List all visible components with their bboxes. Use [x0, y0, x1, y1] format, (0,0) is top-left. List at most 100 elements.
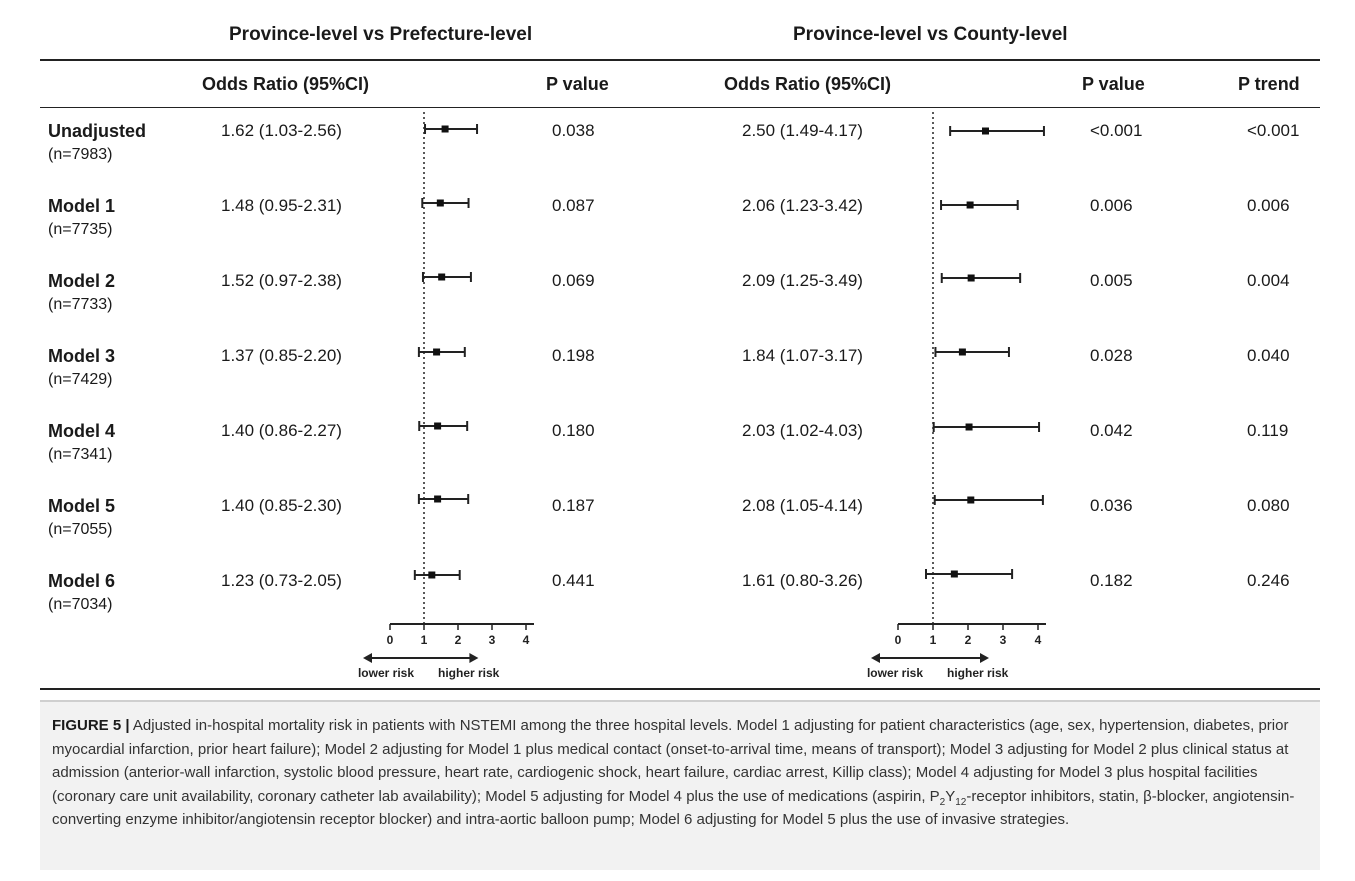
- figure-bottom-rule: [40, 688, 1320, 690]
- x-tick-label: 4: [1035, 633, 1042, 647]
- panel-2-ptrend-value: 0.119: [1247, 421, 1289, 440]
- x-tick-label: 3: [1000, 633, 1007, 647]
- x-tick-label: 1: [421, 633, 428, 647]
- panel-2-or-value: 1.84 (1.07-3.17): [742, 346, 863, 365]
- panel-1-or-value: 1.40 (0.86-2.27): [221, 421, 342, 440]
- panel-2-p-value: 0.006: [1090, 196, 1133, 215]
- row-n: (n=7034): [48, 596, 113, 613]
- x-tick-label: 4: [523, 633, 530, 647]
- panel-2-p-value: 0.036: [1090, 496, 1133, 515]
- panel-1-or-value: 1.52 (0.97-2.38): [221, 271, 342, 290]
- panel-2-p-value: 0.042: [1090, 421, 1133, 440]
- row-label: Model 3: [48, 346, 116, 366]
- point-estimate: [966, 201, 974, 209]
- point-estimate: [434, 495, 442, 503]
- table-row: Model 5 (n=7055) 1.40 (0.85-2.30) 0.187 2.08…: [0, 496, 1355, 556]
- row-n: (n=7733): [48, 296, 113, 313]
- panel-1-or-value: 1.23 (0.73-2.05): [221, 571, 342, 590]
- point-estimate: [965, 423, 973, 431]
- panel-1-p-value: 0.087: [552, 196, 595, 215]
- table-row: Model 4 (n=7341) 1.40 (0.86-2.27) 0.180 2.03…: [0, 421, 1355, 481]
- x-tick-label: 0: [895, 633, 902, 647]
- panel-1-p-value: 0.180: [552, 421, 595, 440]
- table-row: Model 1 (n=7735) 1.48 (0.95-2.31) 0.087 2.06…: [0, 196, 1355, 256]
- row-n: (n=7429): [48, 371, 113, 388]
- panel-1-p-value: 0.069: [552, 271, 595, 290]
- point-estimate: [438, 273, 446, 281]
- row-n: (n=7055): [48, 521, 113, 538]
- row-n: (n=7735): [48, 221, 113, 238]
- row-label: Unadjusted: [48, 121, 147, 141]
- row-label: Model 6: [48, 571, 116, 591]
- panel-1-p-value: 0.441: [552, 571, 595, 590]
- table-row: Model 3 (n=7429) 1.37 (0.85-2.20) 0.198 1.84…: [0, 346, 1355, 406]
- panel-2-ptrend-header: P trend: [1238, 74, 1300, 94]
- x-tick-label: 1: [930, 633, 937, 647]
- panel-2-or-value: 2.03 (1.02-4.03): [742, 421, 863, 440]
- table-row: Model 6 (n=7034) 1.23 (0.73-2.05) 0.441 1.61…: [0, 571, 1355, 631]
- panel-1-p-value: 0.038: [552, 121, 595, 140]
- higher-risk-label: higher risk: [438, 666, 500, 680]
- panel-2-p-header: P value: [1082, 74, 1145, 94]
- panel-2-or-value: 2.50 (1.49-4.17): [742, 121, 863, 140]
- lower-risk-label: lower risk: [358, 666, 414, 680]
- panel-2-p-value: 0.005: [1090, 271, 1133, 290]
- x-tick-label: 0: [387, 633, 394, 647]
- row-n: (n=7341): [48, 446, 113, 463]
- caption-text-1: Adjusted in-hospital mortality risk in p…: [52, 717, 1289, 805]
- caption-text-2: Y: [945, 787, 956, 805]
- panel-1-p-value: 0.187: [552, 496, 595, 515]
- panel-1-or-value: 1.62 (1.03-2.56): [221, 121, 342, 140]
- panel-2-or-header: Odds Ratio (95%CI): [724, 74, 892, 94]
- lower-risk-label: lower risk: [867, 666, 923, 680]
- panel-2-p-value: <0.001: [1090, 121, 1143, 140]
- caption-sub-1: 2: [939, 796, 946, 808]
- risk-arrow-left-head: [363, 653, 372, 663]
- point-estimate: [958, 348, 966, 356]
- panel-2-or-value: 2.06 (1.23-3.42): [742, 196, 863, 215]
- row-label: Model 4: [48, 421, 116, 441]
- header-rule-top: [40, 59, 1320, 61]
- panel-2-or-value: 2.09 (1.25-3.49): [742, 271, 863, 290]
- panel-2-ptrend-value: 0.006: [1247, 196, 1290, 215]
- row-label: Model 2: [48, 271, 116, 291]
- panel-1-p-header: P value: [546, 74, 609, 94]
- panel-2-or-value: 2.08 (1.05-4.14): [742, 496, 863, 515]
- panel-2-ptrend-value: <0.001: [1247, 121, 1300, 140]
- panel-1-or-value: 1.40 (0.85-2.30): [221, 496, 342, 515]
- x-tick-label: 2: [965, 633, 972, 647]
- point-estimate: [434, 422, 442, 430]
- point-estimate: [982, 127, 989, 135]
- panel-2-ptrend-value: 0.040: [1247, 346, 1290, 365]
- point-estimate: [441, 125, 449, 133]
- panel-2-ptrend-value: 0.004: [1247, 271, 1290, 290]
- risk-arrow-right-head: [469, 653, 479, 663]
- point-estimate: [428, 571, 436, 579]
- forest-plot-figure: Province-level vs Prefecture-level Provi…: [0, 24, 1355, 690]
- panel-1-or-value: 1.37 (0.85-2.20): [221, 346, 342, 365]
- table-row: Unadjusted (n=7983) 1.62 (1.03-2.56) 0.038 2…: [0, 121, 1355, 181]
- panel-1-or-value: 1.48 (0.95-2.31): [221, 196, 342, 215]
- table-row: Model 2 (n=7733) 1.52 (0.97-2.38) 0.069 2.09…: [0, 271, 1355, 331]
- point-estimate: [950, 570, 958, 578]
- risk-arrow-right-head: [980, 653, 989, 663]
- panel-2-p-value: 0.028: [1090, 346, 1133, 365]
- row-n: (n=7983): [48, 146, 113, 163]
- forest-plot-svg: 0 1 2 3 4 lower risk higher risk 0 1 2 3 4 lower ris…: [358, 112, 1046, 680]
- panel-2-p-value: 0.182: [1090, 571, 1133, 590]
- panel-1-p-value: 0.198: [552, 346, 595, 365]
- caption-sub-2: 12: [955, 796, 967, 808]
- panel-2-ptrend-value: 0.246: [1247, 571, 1290, 590]
- risk-arrow-left-head: [871, 653, 880, 663]
- x-tick-label: 2: [455, 633, 462, 647]
- header-rule-bottom: [40, 107, 1320, 108]
- point-estimate: [436, 199, 444, 207]
- panel-1-title: Province-level vs Prefecture-level: [229, 24, 533, 45]
- point-estimate: [433, 348, 441, 356]
- caption-text-3: -receptor inhibitors, statin, β-blocker,…: [52, 787, 1295, 829]
- caption-label: FIGURE 5 |: [52, 717, 130, 734]
- panel-2-or-value: 1.61 (0.80-3.26): [742, 571, 863, 590]
- point-estimate: [967, 274, 975, 282]
- row-label: Model 5: [48, 496, 116, 516]
- figure-caption: FIGURE 5 | Adjusted in-hospital mortalit…: [40, 700, 1320, 870]
